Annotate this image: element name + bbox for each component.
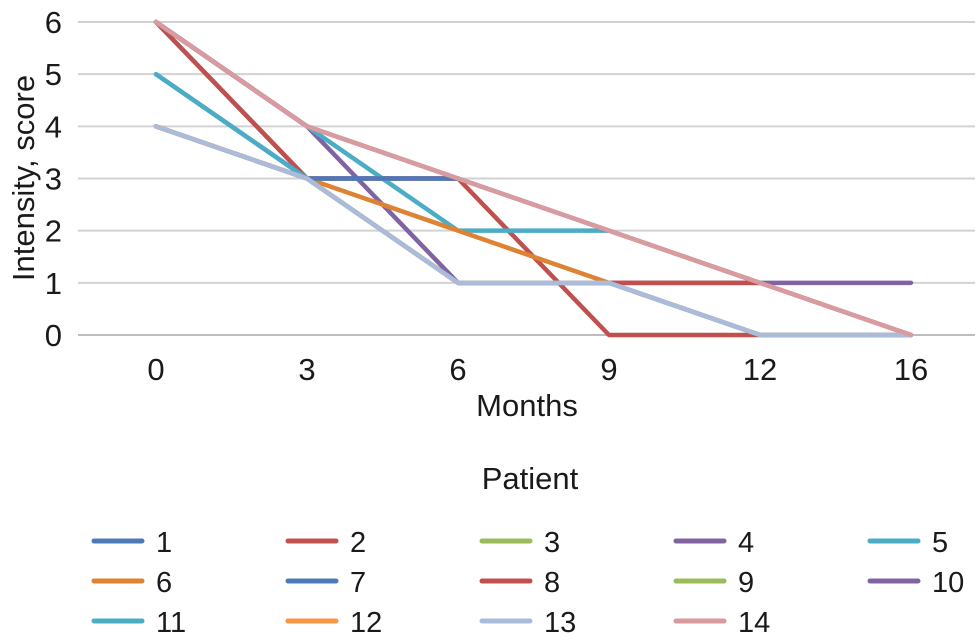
series-line-patient-13 bbox=[153, 124, 914, 338]
series-line-patient-1 bbox=[153, 19, 461, 181]
y-tick-2: 2 bbox=[45, 214, 62, 249]
legend-label-patient-10: 10 bbox=[932, 567, 964, 599]
legend-title: Patient bbox=[482, 461, 579, 496]
legend-label-patient-9: 9 bbox=[738, 567, 754, 599]
legend-label-patient-1: 1 bbox=[156, 527, 172, 559]
legend-item-patient-7: 7 bbox=[285, 567, 366, 599]
series-line-patient-8 bbox=[153, 124, 763, 286]
y-tick-4: 4 bbox=[45, 109, 62, 144]
gridlines bbox=[78, 21, 975, 336]
legend-label-patient-11: 11 bbox=[156, 607, 186, 639]
y-axis-title: Intensity, score bbox=[6, 75, 41, 281]
legend-item-patient-14: 14 bbox=[673, 607, 770, 639]
y-tick-3: 3 bbox=[45, 162, 62, 197]
legend-item-patient-2: 2 bbox=[285, 527, 366, 559]
x-tick-0: 0 bbox=[147, 352, 164, 387]
x-tick-16: 16 bbox=[894, 352, 928, 387]
series-lines bbox=[153, 19, 914, 338]
legend-label-patient-8: 8 bbox=[544, 567, 560, 599]
legend-label-patient-6: 6 bbox=[156, 567, 172, 599]
legend-label-patient-4: 4 bbox=[738, 527, 754, 559]
legend-item-patient-8: 8 bbox=[479, 567, 560, 599]
x-tick-6: 6 bbox=[449, 352, 466, 387]
x-tick-9: 9 bbox=[600, 352, 617, 387]
y-tick-1: 1 bbox=[45, 266, 62, 301]
legend-item-patient-1: 1 bbox=[91, 527, 172, 559]
x-axis-tick-labels: 0 3 6 9 12 16 bbox=[147, 352, 928, 387]
legend-label-patient-7: 7 bbox=[350, 567, 366, 599]
legend-label-patient-14: 14 bbox=[738, 607, 770, 639]
legend-item-patient-3: 3 bbox=[479, 527, 560, 559]
legend-label-patient-13: 13 bbox=[544, 607, 576, 639]
x-tick-12: 12 bbox=[743, 352, 777, 387]
y-tick-6: 6 bbox=[45, 5, 62, 40]
y-axis-tick-labels: 0 1 2 3 4 5 6 bbox=[45, 5, 62, 353]
legend-label-patient-12: 12 bbox=[350, 607, 382, 639]
legend-item-patient-13: 13 bbox=[479, 607, 576, 639]
legend-item-patient-11: 11 bbox=[91, 607, 186, 639]
x-tick-3: 3 bbox=[298, 352, 315, 387]
legend-item-patient-12: 12 bbox=[285, 607, 382, 639]
legend-item-patient-10: 10 bbox=[867, 567, 964, 599]
legend-label-patient-2: 2 bbox=[350, 527, 366, 559]
x-axis-title: Months bbox=[476, 388, 578, 423]
legend-item-patient-4: 4 bbox=[673, 527, 754, 559]
y-tick-0: 0 bbox=[45, 318, 62, 353]
legend-item-patient-6: 6 bbox=[91, 567, 172, 599]
legend-label-patient-3: 3 bbox=[544, 527, 560, 559]
legend-label-patient-5: 5 bbox=[932, 527, 948, 559]
series-line-patient-14 bbox=[153, 19, 914, 338]
y-tick-5: 5 bbox=[45, 57, 62, 92]
legend-item-patient-5: 5 bbox=[867, 527, 948, 559]
legend-item-patient-9: 9 bbox=[673, 567, 754, 599]
